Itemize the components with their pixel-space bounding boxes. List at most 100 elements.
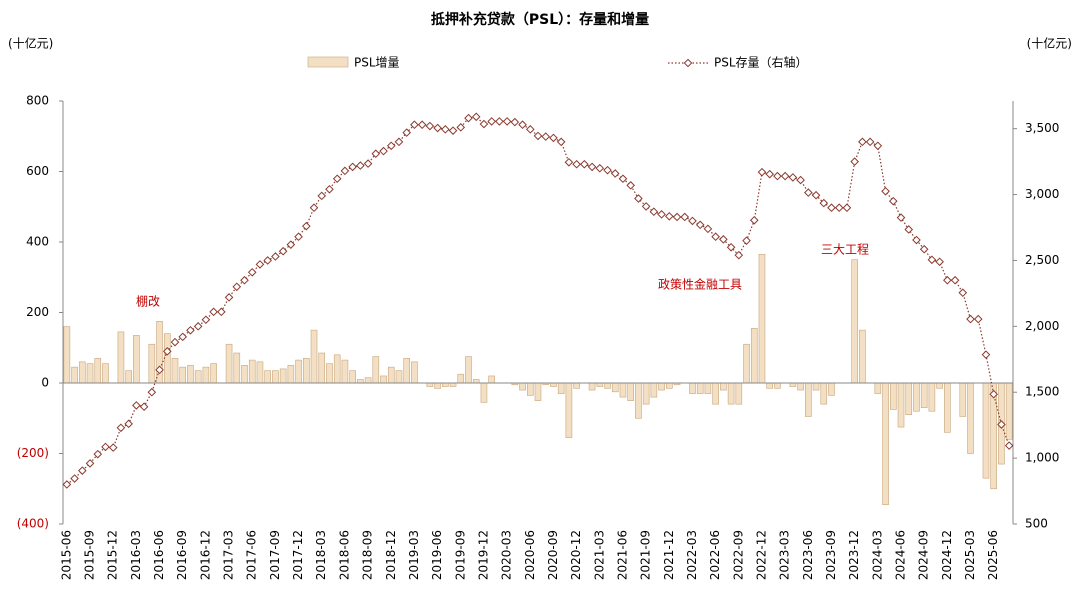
bar <box>318 352 326 384</box>
stock-marker <box>834 203 844 213</box>
x-tick-label: 2024-09 <box>917 530 931 580</box>
stock-marker <box>688 216 697 226</box>
stock-marker <box>719 235 728 244</box>
stock-marker <box>888 196 898 206</box>
stock-marker <box>773 171 782 181</box>
x-tick-label: 2015-06 <box>59 530 73 580</box>
stock-marker <box>518 120 527 130</box>
stock-marker <box>595 163 605 173</box>
bar <box>264 370 271 384</box>
stock-marker <box>680 212 690 222</box>
stock-marker <box>742 236 751 245</box>
bar <box>395 370 403 384</box>
bar <box>604 382 611 389</box>
bar <box>619 382 627 398</box>
bar <box>642 382 650 405</box>
stock-marker <box>255 260 265 269</box>
bar <box>635 382 642 419</box>
stock-marker <box>410 120 419 130</box>
x-tick-label: 2020-03 <box>500 530 514 580</box>
bar <box>287 365 295 384</box>
bar <box>913 382 920 412</box>
stock-marker <box>672 212 682 222</box>
x-tick-label: 2019-06 <box>430 530 444 580</box>
stock-marker <box>247 268 257 277</box>
bar <box>1005 382 1013 440</box>
stock-marker <box>873 141 883 151</box>
bar <box>889 382 897 410</box>
bar <box>874 382 882 394</box>
stock-marker <box>332 174 342 184</box>
bar <box>550 382 557 387</box>
stock-marker <box>510 117 520 127</box>
stock-marker <box>155 365 164 375</box>
stock-marker <box>734 250 744 260</box>
stock-marker <box>116 423 126 433</box>
bar <box>959 382 967 417</box>
bar <box>387 366 395 384</box>
x-tick-label: 2019-03 <box>407 530 421 580</box>
x-tick-label: 2023-12 <box>847 530 861 580</box>
x-tick-label: 2022-06 <box>708 530 722 580</box>
bar <box>897 382 905 428</box>
stock-marker <box>495 117 504 126</box>
x-tick-label: 2024-06 <box>894 530 908 580</box>
stock-marker <box>525 125 535 134</box>
bar <box>63 326 71 384</box>
stock-marker <box>433 123 442 133</box>
stock-marker <box>695 220 705 230</box>
bar <box>859 329 866 384</box>
x-tick-label: 2024-03 <box>870 530 884 580</box>
stock-marker <box>634 194 643 203</box>
bar <box>117 331 125 384</box>
bar <box>565 382 573 438</box>
stock-marker <box>943 275 952 285</box>
stock-marker <box>626 181 635 190</box>
x-tick-label: 2023-03 <box>778 530 792 580</box>
bar <box>241 365 248 384</box>
bar <box>982 382 990 479</box>
x-tick-label: 2016-03 <box>129 530 143 580</box>
x-tick-label: 2023-06 <box>801 530 815 580</box>
bar <box>426 382 434 387</box>
bar <box>828 382 835 396</box>
bar <box>573 382 580 389</box>
stock-marker <box>549 133 558 143</box>
stock-marker <box>502 117 512 126</box>
stock-marker <box>271 252 280 261</box>
x-tick-label: 2017-09 <box>268 530 282 580</box>
stock-marker <box>881 186 890 196</box>
stock-marker <box>556 137 566 147</box>
bar <box>766 382 774 389</box>
stock-marker <box>464 113 473 123</box>
y2-axis-label: (十亿元) <box>1027 36 1072 51</box>
stock-marker <box>541 132 551 141</box>
bar <box>488 375 495 384</box>
stock-marker <box>85 459 95 468</box>
bar <box>187 365 194 384</box>
stock-marker <box>904 225 914 234</box>
chart-title: 抵押补充贷款（PSL）：存量和增量 <box>431 11 649 28</box>
bar <box>403 358 410 384</box>
bar <box>248 359 256 384</box>
bar <box>526 382 534 396</box>
annotation: 政策性金融工具 <box>658 277 742 292</box>
y2-tick-label: 1,000 <box>1025 451 1059 465</box>
bar <box>797 382 804 391</box>
bar <box>194 370 202 384</box>
bar <box>210 363 217 384</box>
bar <box>411 361 418 384</box>
stock-marker <box>533 131 543 141</box>
stock-marker <box>278 246 288 256</box>
bar <box>349 370 356 384</box>
annotation: 三大工程 <box>821 242 869 257</box>
bar <box>557 382 565 394</box>
stock-marker <box>456 123 466 132</box>
stock-marker <box>580 159 589 169</box>
x-tick-label: 2016-06 <box>152 530 166 580</box>
stock-marker <box>726 242 736 252</box>
stock-marker <box>371 149 381 159</box>
x-tick-label: 2022-12 <box>754 530 768 580</box>
x-tick-label: 2021-12 <box>662 530 676 580</box>
stock-marker <box>139 402 149 412</box>
